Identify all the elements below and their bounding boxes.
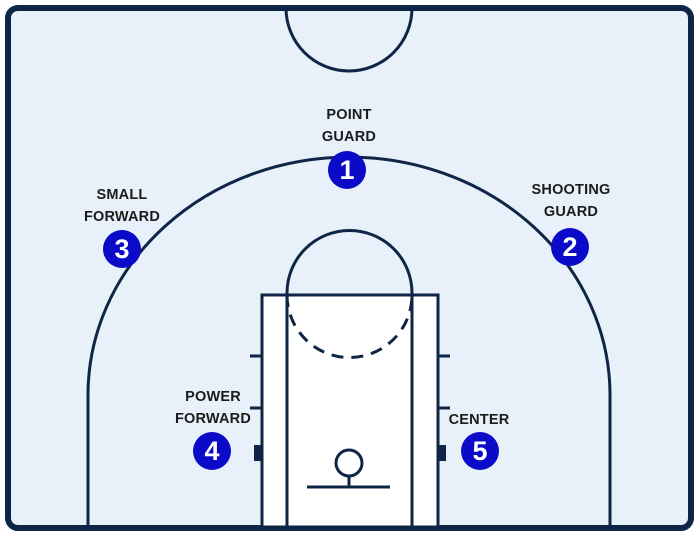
- small-forward-badge: 3: [103, 230, 141, 268]
- label-line: FORWARD: [83, 209, 161, 225]
- label-line: SMALL: [96, 187, 148, 203]
- power-forward-label: POWER FORWARD: [164, 386, 262, 430]
- label-line: FORWARD: [174, 411, 252, 427]
- power-forward-badge: 4: [193, 432, 231, 470]
- shooting-guard-badge: 2: [551, 228, 589, 266]
- shooting-guard-label: SHOOTING GUARD: [519, 179, 623, 223]
- label-line: GUARD: [543, 204, 599, 220]
- label-line: SHOOTING: [531, 182, 611, 198]
- center-circle: [284, 7, 414, 73]
- free-throw-arc-solid: [285, 229, 414, 295]
- hoop: [334, 448, 364, 478]
- small-forward-label: SMALL FORWARD: [72, 184, 172, 228]
- free-throw-arc-dashed: [285, 294, 414, 359]
- point-guard-label: POINT GUARD: [313, 104, 385, 148]
- label-line: POINT: [326, 107, 372, 123]
- label-line: GUARD: [321, 129, 377, 145]
- label-line: CENTER: [448, 412, 510, 428]
- point-guard-badge: 1: [328, 151, 366, 189]
- center-label: CENTER: [438, 409, 520, 431]
- center-badge: 5: [461, 432, 499, 470]
- block-mark: [254, 445, 262, 461]
- label-line: POWER: [185, 389, 241, 405]
- block-mark: [438, 445, 446, 461]
